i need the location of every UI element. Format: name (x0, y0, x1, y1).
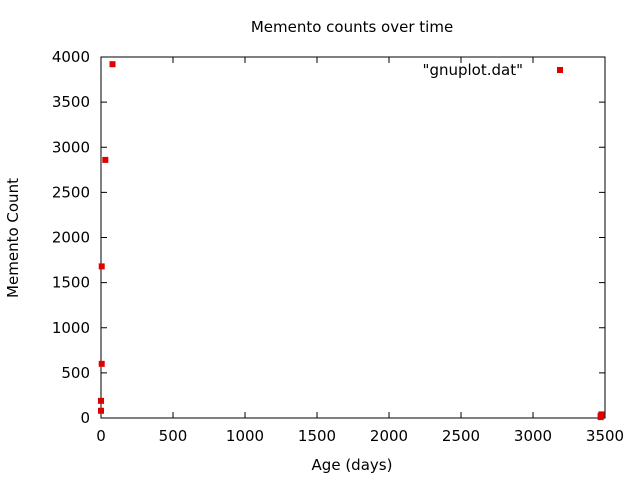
y-tick-label: 3000 (52, 138, 90, 156)
x-tick-label: 2000 (370, 427, 408, 445)
legend-series-marker (557, 67, 563, 73)
y-tick-label: 4000 (52, 48, 90, 66)
x-tick-label: 3000 (514, 427, 552, 445)
x-tick-label: 500 (159, 427, 188, 445)
data-points (98, 61, 605, 421)
data-point (98, 263, 105, 270)
y-tick-label: 2000 (52, 229, 90, 247)
x-axis-label: Age (days) (312, 456, 393, 474)
x-tick-label: 3500 (586, 427, 624, 445)
y-tick-label: 3500 (52, 93, 90, 111)
y-tick-label: 1000 (52, 319, 90, 337)
legend: "gnuplot.dat" (423, 61, 563, 79)
data-point (98, 360, 105, 367)
data-point (109, 61, 116, 68)
plot-frame (100, 56, 606, 419)
x-tick-label: 1000 (226, 427, 264, 445)
x-tick-label: 0 (96, 427, 106, 445)
y-tick-label: 2500 (52, 183, 90, 201)
data-point (102, 156, 109, 163)
x-tick-label: 1500 (298, 427, 336, 445)
legend-series-label: "gnuplot.dat" (423, 61, 523, 79)
data-point (98, 407, 104, 414)
y-tick-label: 0 (80, 409, 90, 427)
data-point (598, 411, 605, 418)
x-tick-label: 2500 (442, 427, 480, 445)
axis-ticks: 0 500 1000 1500 2000 2500 3000 3500 0 500 1000 1500… (52, 48, 624, 445)
y-tick-label: 1500 (52, 274, 90, 292)
data-point (98, 397, 104, 404)
y-axis-label: Memento Count (4, 178, 22, 298)
chart-title: Memento counts over time (251, 18, 453, 36)
y-tick-label: 500 (61, 364, 90, 382)
